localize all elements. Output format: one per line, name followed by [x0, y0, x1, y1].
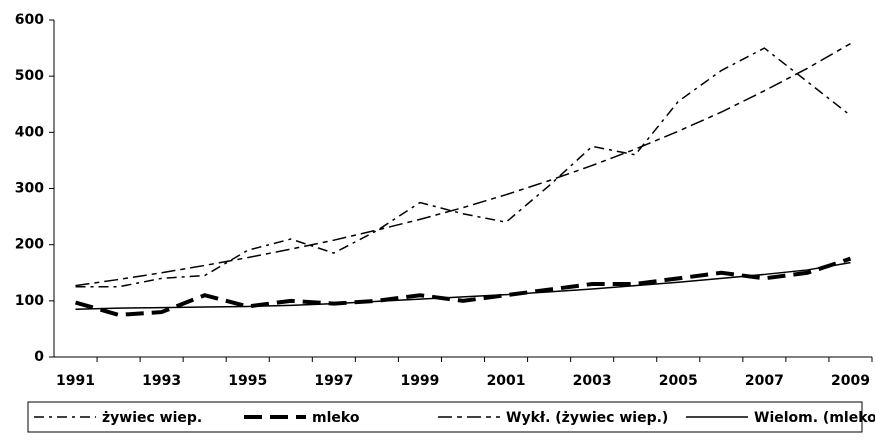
- x-tick-label: 2009: [831, 373, 870, 389]
- legend-label: mleko: [312, 410, 360, 426]
- y-tick-label: 200: [15, 237, 44, 253]
- x-tick-label: 1997: [314, 373, 353, 389]
- x-tick-label: 1995: [228, 373, 267, 389]
- series-line: [74, 256, 852, 317]
- y-tick-label: 500: [15, 68, 44, 84]
- y-tick-label: 600: [15, 12, 44, 28]
- legend-label: Wykł. (żywiec wiep.): [506, 410, 668, 426]
- y-tick-label: 0: [34, 349, 44, 365]
- legend-box: [27, 401, 863, 433]
- series-line: [75, 42, 851, 287]
- y-tick-label: 100: [15, 293, 44, 309]
- x-tick-label: 2005: [659, 373, 698, 389]
- x-tick-label: 1999: [400, 373, 439, 389]
- series-line: [75, 261, 851, 311]
- x-tick-label: 2001: [487, 373, 526, 389]
- y-tick-label: 400: [15, 124, 44, 140]
- legend-label: żywiec wiep.: [102, 410, 202, 426]
- x-tick-label: 2003: [573, 373, 612, 389]
- x-tick-label: 1993: [142, 373, 181, 389]
- y-tick-label: 300: [15, 181, 44, 197]
- x-tick-label: 2007: [745, 373, 784, 389]
- legend-label: Wielom. (mleko): [754, 410, 875, 426]
- series-line: [75, 47, 851, 288]
- x-tick-label: 1991: [56, 373, 95, 389]
